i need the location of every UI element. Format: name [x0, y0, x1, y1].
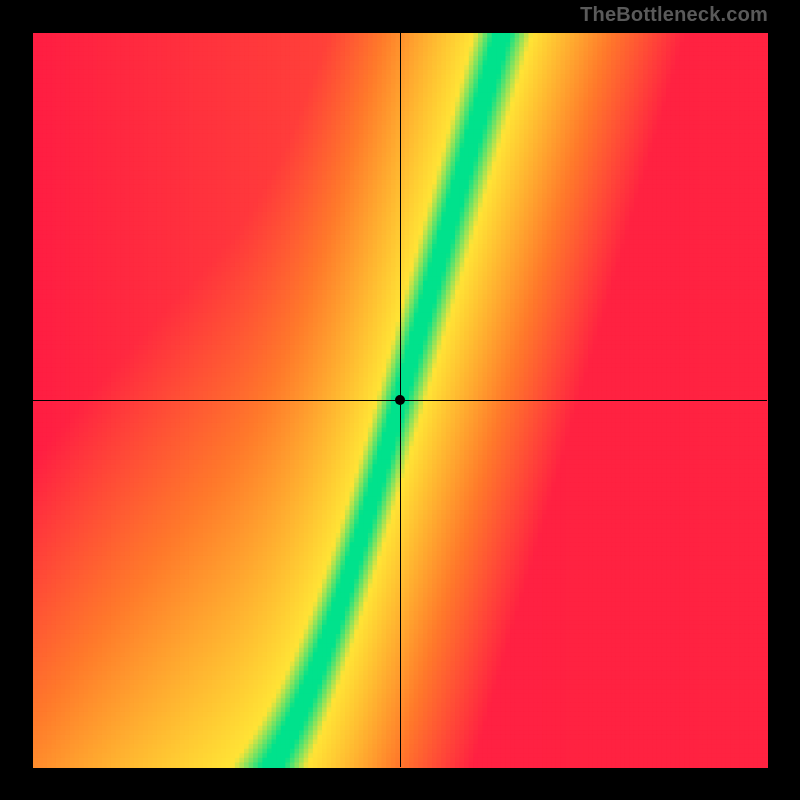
bottleneck-heatmap — [0, 0, 800, 800]
watermark-text: TheBottleneck.com — [580, 4, 768, 27]
chart-container: TheBottleneck.com — [0, 0, 800, 800]
